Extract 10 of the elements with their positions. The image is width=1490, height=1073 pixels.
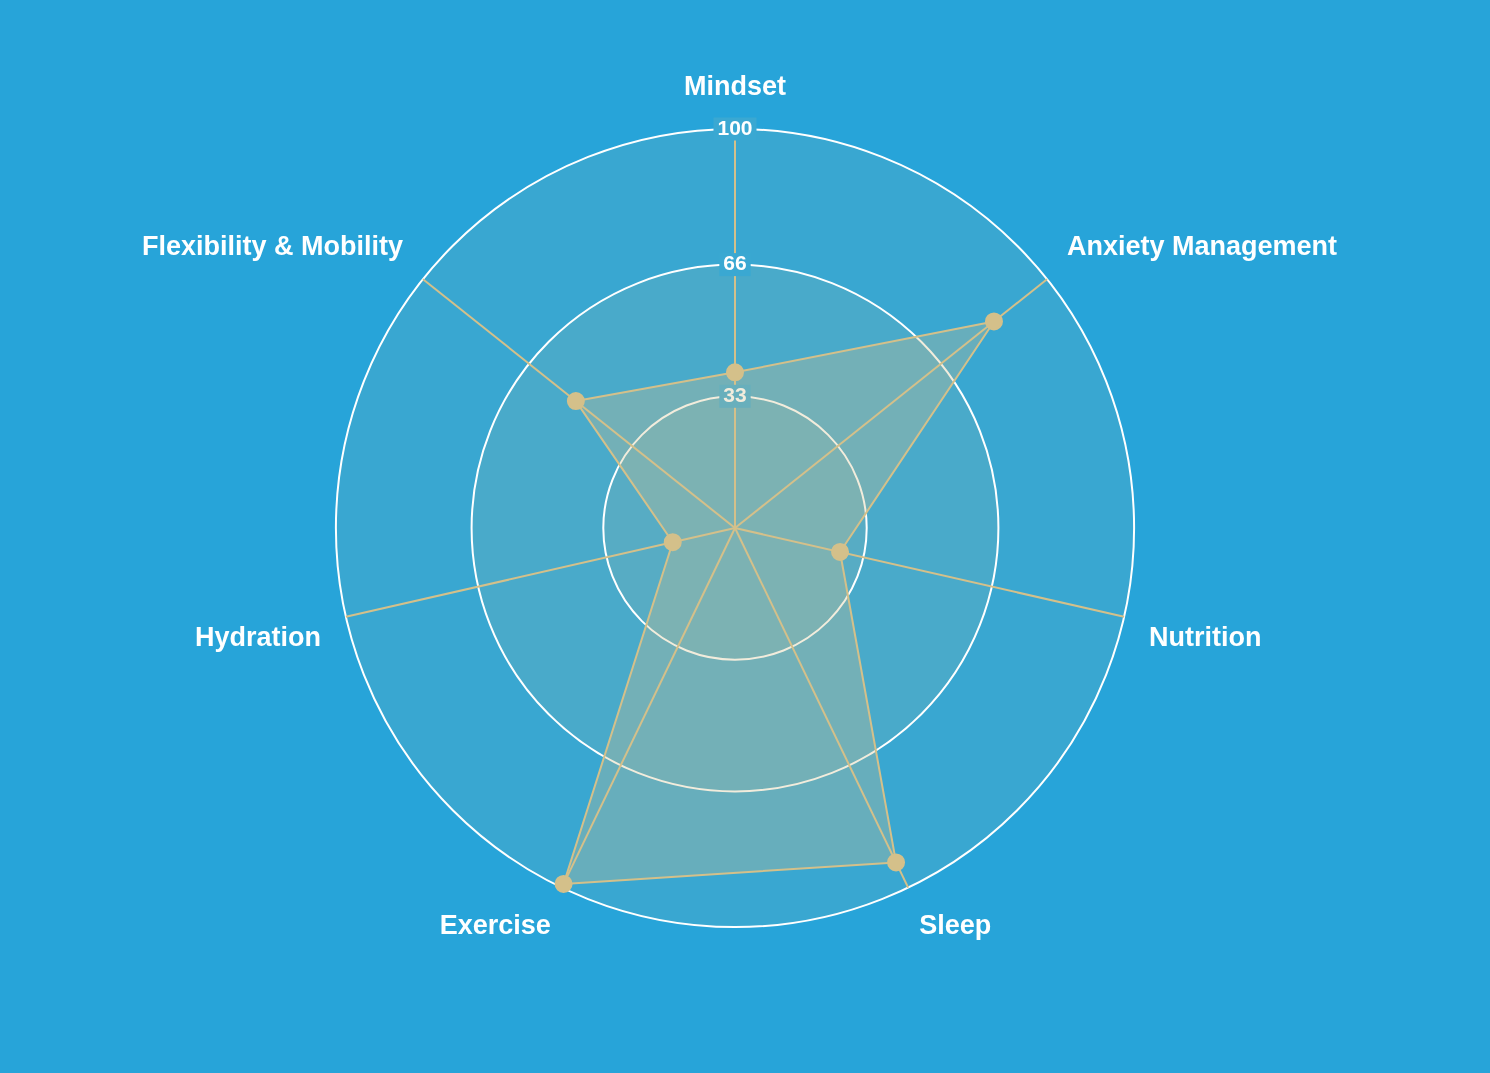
spoke-label: Mindset: [683, 70, 787, 101]
spoke-label: Sleep: [919, 910, 992, 941]
spoke-label: Flexibility & Mobility: [142, 230, 404, 261]
spoke-label: Exercise: [439, 910, 551, 941]
spoke-label: Nutrition: [1148, 622, 1262, 653]
spoke-label: Hydration: [195, 622, 322, 653]
y-tick-label: 33: [723, 383, 747, 407]
y-tick-label: 66: [723, 251, 747, 275]
spoke-label: Anxiety Management: [1066, 230, 1338, 261]
y-tick-label: 100: [717, 115, 753, 139]
